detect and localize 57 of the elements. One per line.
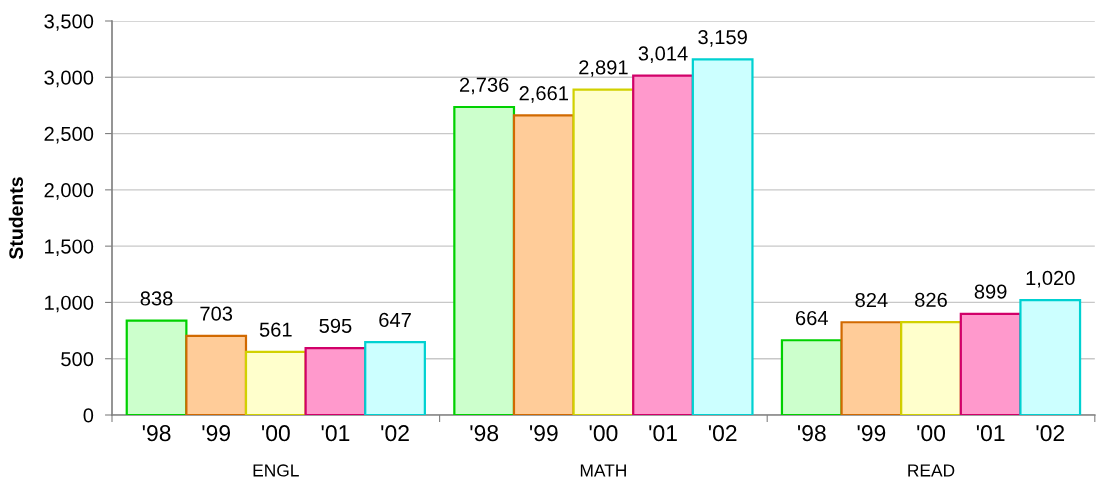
text: '99 [857,425,886,442]
text: '99 [530,425,558,442]
data-label: 2,661 [519,86,568,103]
bar [1019,299,1082,415]
bar [691,58,754,415]
bar [185,334,248,415]
data-label: 561 [259,322,292,337]
data-label: 899 [974,284,1007,299]
x-tick-label: MATH [580,464,626,477]
bar [304,346,367,415]
data-label: 3,159 [698,30,747,47]
series-label: '01 [321,425,350,442]
y-tick-label: 3,500 [44,14,94,31]
data-label: 826 [915,292,947,307]
text: '98 [470,425,499,442]
bar [244,350,307,415]
y-tick-label: 1,000 [45,295,94,313]
bar [780,339,843,415]
data-label: 2,891 [579,60,628,77]
y-axis-title: Students [8,177,24,260]
y-tick-label: 0 [83,408,94,423]
bar [572,88,635,415]
data-label: 838 [140,291,173,306]
y-tick-label: 3,000 [44,70,94,88]
y-tick-label: 2,000 [44,183,94,200]
bar [840,321,903,415]
text: '01 [976,425,1005,442]
data-label: 1,020 [1026,270,1075,288]
text: '00 [917,425,946,442]
data-label: 595 [319,318,352,333]
data-label: 824 [855,292,888,308]
text: '02 [1036,425,1065,442]
y-tick-label: 500 [61,351,94,367]
bar [632,74,694,415]
bar [512,114,575,415]
data-label: 3,014 [638,46,688,63]
x-tick-label: READ [908,464,955,477]
y-tick-label: 1,500 [45,239,94,257]
data-label: 647 [379,312,411,328]
bar [453,105,516,415]
bar [364,341,426,415]
bar [125,319,188,415]
series-label: '98 [142,425,171,442]
series-label: '00 [262,425,290,442]
bar [900,320,962,415]
x-tick-label: ENGL [253,464,299,477]
text: '01 [649,425,677,442]
data-label: 2,736 [459,77,509,95]
y-tick-label: 2,500 [44,126,94,144]
bar [959,312,1022,415]
series-label: '02 [381,425,409,442]
text: '98 [797,425,826,442]
data-label: 664 [795,310,828,326]
text: '02 [708,425,737,442]
series-label: '99 [202,425,231,442]
text: '00 [589,425,618,442]
data-label: 703 [200,306,233,321]
